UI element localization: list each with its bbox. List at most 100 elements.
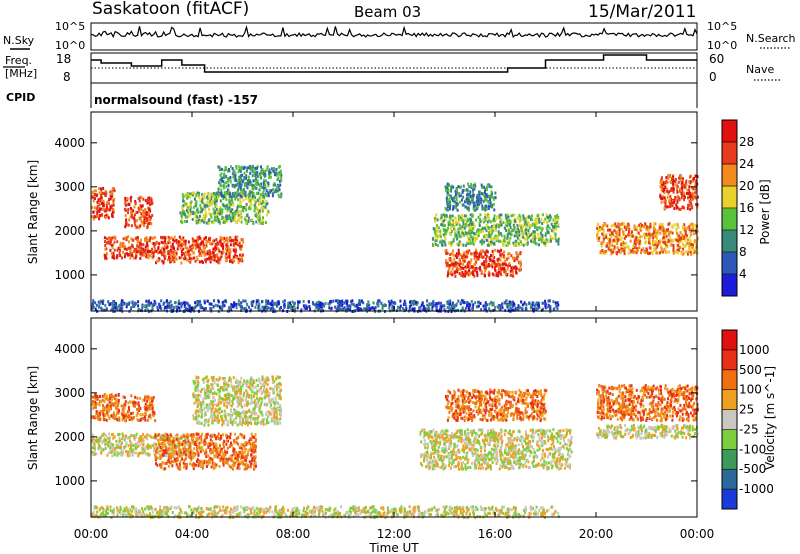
data-cell — [494, 196, 497, 200]
data-cell — [486, 213, 489, 217]
data-cell — [115, 406, 118, 410]
data-cell — [163, 301, 165, 305]
data-cell — [116, 254, 119, 258]
data-cell — [170, 259, 173, 263]
data-cell — [215, 211, 218, 215]
data-cell — [151, 404, 154, 408]
data-cell — [490, 185, 493, 189]
data-cell — [680, 239, 683, 242]
data-cell — [271, 299, 274, 303]
data-cell — [667, 191, 670, 195]
data-cell — [525, 242, 528, 246]
data-cell — [259, 183, 261, 187]
data-cell — [545, 226, 548, 230]
data-cell — [470, 183, 472, 186]
data-cell — [457, 267, 460, 271]
data-cell — [481, 207, 484, 211]
data-cell — [688, 225, 691, 229]
data-cell — [142, 250, 145, 254]
data-cell — [198, 250, 201, 254]
data-cell — [525, 231, 527, 235]
data-cell — [123, 255, 126, 259]
freq-left-label-2: [MHz] — [5, 67, 37, 80]
data-cell — [222, 195, 225, 199]
data-cell — [485, 198, 488, 202]
data-cell — [240, 245, 243, 249]
data-cell — [98, 414, 101, 418]
data-cell — [164, 238, 167, 242]
data-cell — [358, 303, 361, 306]
data-cell — [205, 241, 208, 245]
data-cell — [465, 265, 468, 269]
data-cell — [262, 207, 265, 211]
data-cell — [688, 188, 690, 192]
data-cell — [251, 174, 254, 178]
data-cell — [239, 258, 241, 262]
data-cell — [374, 306, 377, 310]
data-cell — [472, 188, 474, 192]
data-cell — [199, 214, 201, 218]
data-cell — [649, 251, 652, 255]
data-cell — [675, 187, 678, 191]
data-cell — [668, 199, 671, 203]
data-cell — [466, 207, 469, 211]
data-cell — [530, 214, 533, 218]
data-cell — [471, 265, 473, 269]
data-cell — [469, 232, 471, 236]
data-cell — [492, 226, 495, 230]
data-cell — [139, 407, 142, 410]
data-cell — [143, 415, 146, 419]
data-cell — [547, 240, 550, 244]
data-cell — [261, 305, 264, 309]
data-cell — [231, 212, 234, 216]
data-cell — [482, 193, 485, 197]
data-cell — [477, 215, 480, 219]
data-cell — [107, 442, 110, 446]
data-cell — [95, 303, 98, 307]
data-cell — [100, 207, 103, 211]
data-cell — [411, 301, 414, 305]
power-data-marks — [91, 164, 699, 314]
data-cell — [479, 200, 481, 204]
data-cell — [91, 433, 94, 437]
data-cell — [600, 241, 603, 245]
data-cell — [461, 203, 464, 207]
data-cell — [244, 299, 247, 303]
data-cell — [166, 304, 169, 308]
data-cell — [696, 229, 699, 233]
data-cell — [462, 257, 465, 261]
data-cell — [218, 181, 220, 185]
data-cell — [488, 302, 491, 306]
data-cell — [146, 250, 149, 253]
data-cell — [623, 242, 626, 246]
data-cell — [139, 439, 142, 442]
data-cell — [136, 236, 139, 239]
data-cell — [461, 255, 463, 259]
data-cell — [239, 210, 242, 214]
data-cell — [184, 215, 187, 219]
data-cell — [134, 201, 137, 205]
data-cell — [225, 181, 228, 185]
data-cell — [388, 302, 391, 306]
data-cell — [445, 207, 448, 211]
data-cell — [680, 190, 683, 193]
data-cell — [206, 204, 209, 208]
data-cell — [689, 175, 692, 179]
data-cell — [217, 257, 220, 261]
data-cell — [521, 217, 524, 221]
data-cell — [338, 303, 341, 307]
data-cell — [655, 229, 658, 233]
data-cell — [606, 224, 609, 228]
data-cell — [502, 221, 505, 224]
data-cell — [512, 241, 515, 245]
data-cell — [497, 265, 500, 269]
data-cell — [440, 213, 443, 217]
data-cell — [102, 199, 105, 203]
data-cell — [474, 251, 477, 255]
data-cell — [455, 204, 458, 207]
data-cell — [189, 204, 192, 208]
data-cell — [455, 233, 458, 237]
data-cell — [94, 215, 97, 219]
data-cell — [183, 239, 186, 243]
data-cell — [530, 216, 533, 220]
